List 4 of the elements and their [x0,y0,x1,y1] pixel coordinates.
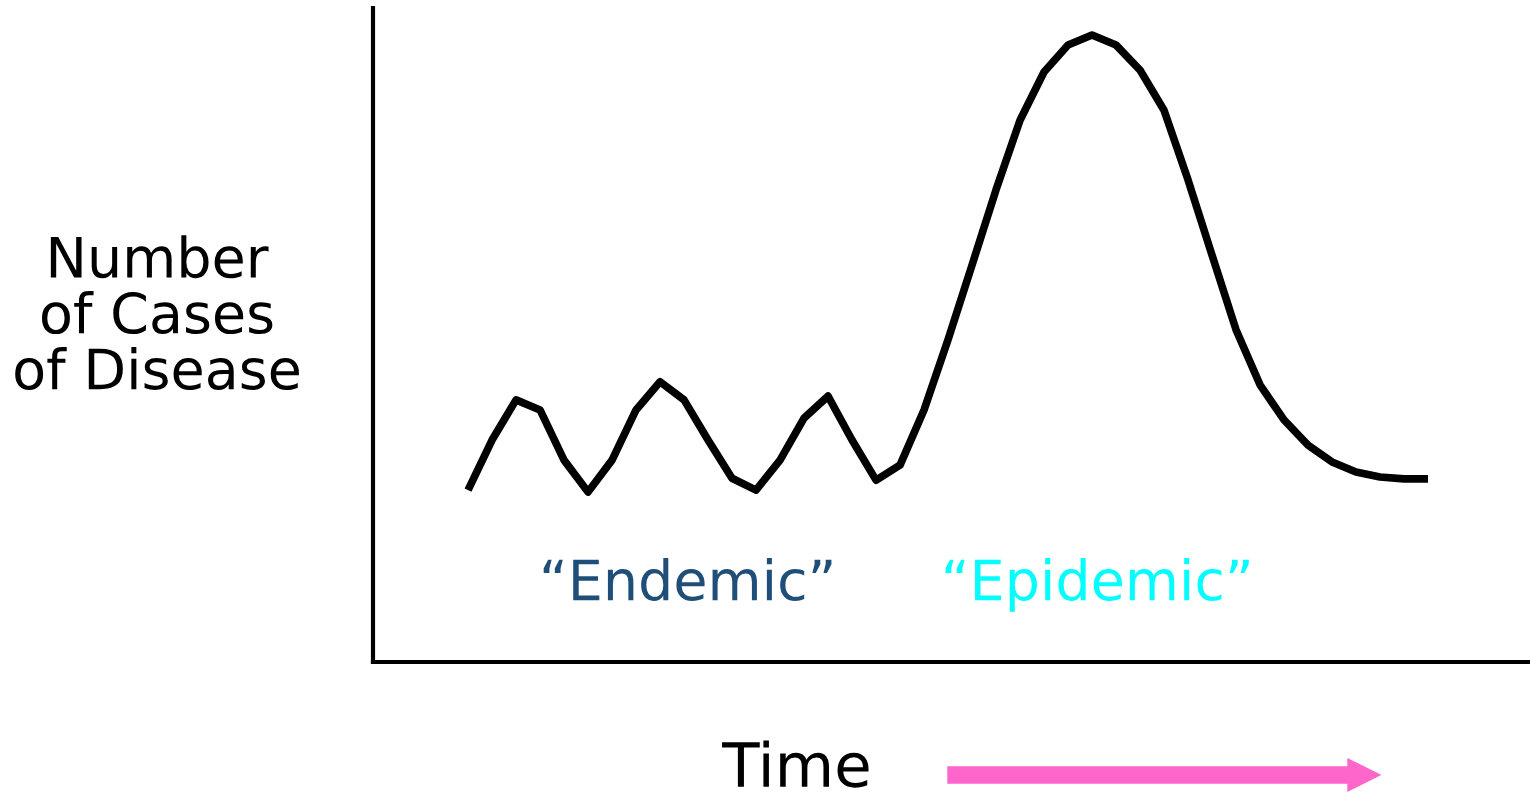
y-axis-title: Number of Cases of Disease [15,235,299,390]
x-axis-title: Time [722,740,869,788]
annotation: “Endemic” [543,557,832,601]
annotation: “Epidemic” [945,557,1249,612]
